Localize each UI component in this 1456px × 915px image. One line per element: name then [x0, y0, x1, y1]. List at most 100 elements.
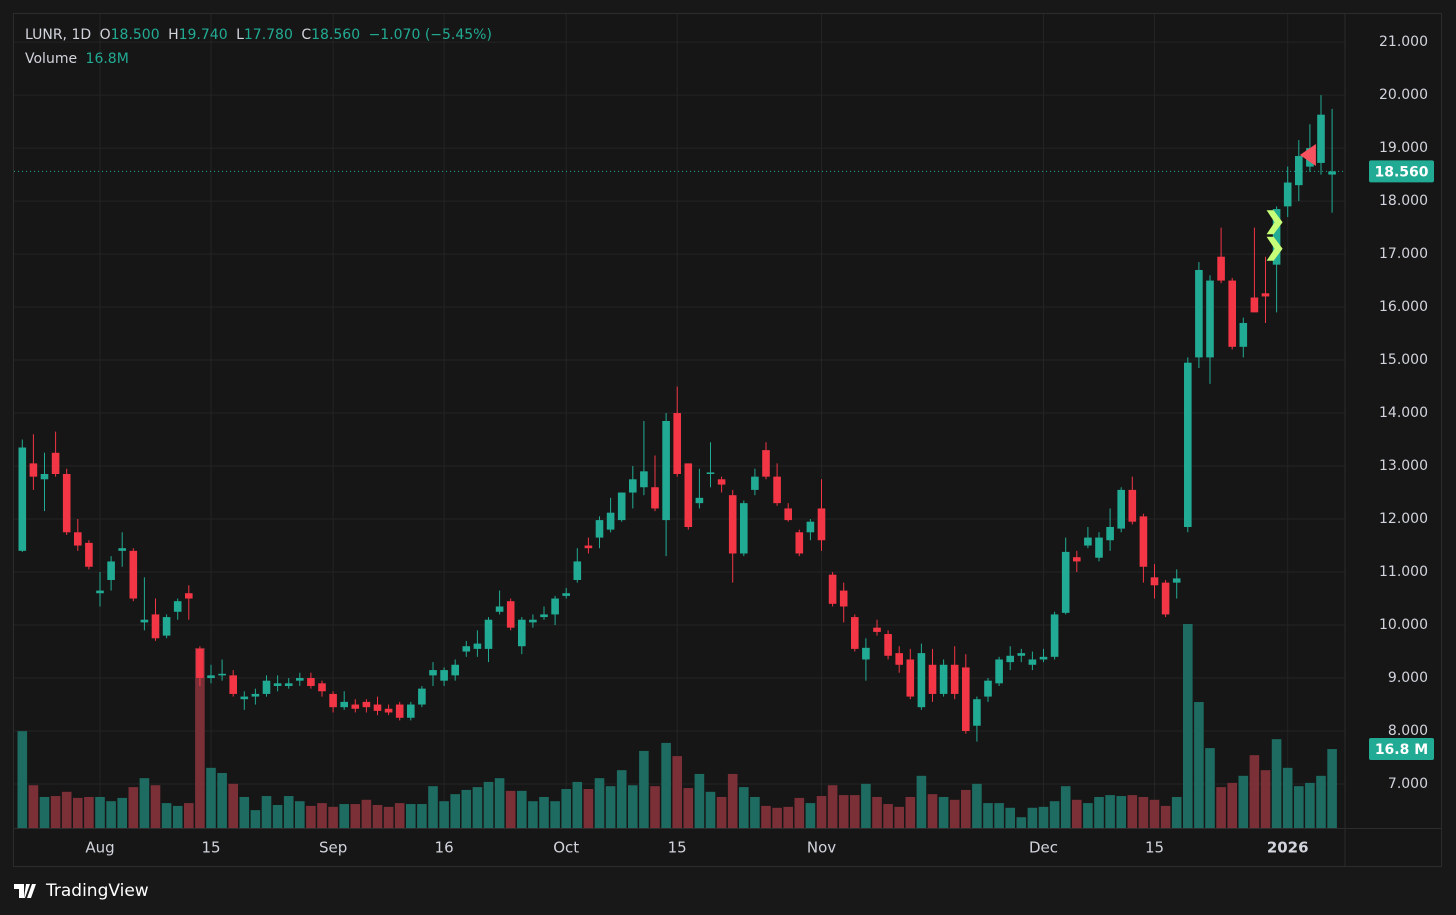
candle-body	[1283, 182, 1292, 207]
volume-bar	[983, 803, 993, 828]
y-tick-label: 13.000	[1379, 458, 1428, 474]
volume-bar	[783, 806, 793, 828]
volume-bar	[95, 796, 105, 828]
volume-bar	[1183, 624, 1193, 828]
volume-bar	[217, 773, 227, 828]
volume-bar	[383, 806, 394, 828]
candle-body	[1039, 656, 1048, 660]
candle-body	[1017, 653, 1026, 656]
volume-bar	[1027, 807, 1038, 828]
volume-bar	[1260, 770, 1271, 828]
signal-markers	[1266, 143, 1316, 261]
x-tick-label: 16	[435, 839, 454, 857]
volume-bar	[361, 799, 372, 828]
volume-bar	[905, 796, 916, 828]
signal-marker	[1299, 143, 1316, 166]
volume-bar	[994, 803, 1004, 828]
volume-bar	[1238, 775, 1249, 828]
volume-bar	[39, 796, 50, 828]
volume-bar	[750, 796, 760, 828]
volume-bar	[739, 787, 749, 828]
volume-bar	[84, 796, 94, 828]
volume-bar	[716, 796, 727, 828]
x-tick-label: Aug	[85, 839, 114, 857]
volume-bar	[1038, 806, 1049, 828]
x-tick-label: 15	[201, 839, 220, 857]
symbol: LUNR, 1D	[25, 27, 91, 43]
candle-body	[462, 646, 471, 652]
candle-body	[529, 619, 537, 623]
volume-bar	[1049, 801, 1060, 828]
volume-bar	[805, 803, 816, 828]
candle-body	[451, 664, 459, 676]
candle-body	[1272, 209, 1281, 265]
volume-bar	[1327, 749, 1337, 828]
candle-body	[662, 421, 670, 521]
candle-body	[651, 487, 659, 509]
volume-bar	[206, 767, 216, 828]
volume-bar	[1227, 782, 1237, 828]
volume-bar	[17, 731, 28, 828]
volume-bar	[561, 788, 571, 828]
volume-bar	[106, 801, 116, 828]
candle-body	[695, 497, 704, 504]
candle-body	[196, 648, 204, 679]
candle-body	[129, 550, 138, 599]
volume-bar	[250, 810, 261, 828]
volume-bar	[694, 773, 705, 828]
volume-bar	[61, 791, 72, 828]
candle-body	[1295, 156, 1303, 186]
volume-bar	[1205, 748, 1215, 828]
candle-body	[917, 653, 926, 708]
signal-marker	[1266, 236, 1283, 261]
brand-name: TradingView	[45, 881, 149, 901]
candle-body	[229, 675, 237, 694]
volume-bar	[661, 742, 671, 828]
candle-body	[950, 664, 959, 694]
candle-body	[407, 704, 415, 718]
candle-body	[340, 701, 348, 708]
candle-body	[162, 617, 171, 636]
volume-bar	[539, 796, 549, 828]
candle-body	[373, 704, 382, 711]
candle-body	[318, 683, 326, 692]
candle-body	[1239, 322, 1248, 347]
volume-bar	[761, 805, 771, 828]
volume-bar	[239, 796, 250, 828]
legend-value: 18.500	[111, 27, 160, 43]
volume-bar	[394, 803, 405, 828]
candle-body	[107, 561, 115, 580]
candle-body	[29, 463, 38, 477]
volume-bar	[972, 783, 982, 828]
candles	[18, 95, 1336, 742]
volume-bar	[450, 794, 460, 828]
y-tick-label: 21.000	[1379, 34, 1428, 50]
candle-body	[640, 471, 648, 488]
volume-bar	[184, 803, 194, 828]
candle-body	[706, 472, 715, 474]
volume-bar	[1083, 803, 1093, 828]
candle-body	[1061, 551, 1070, 613]
candle-body	[873, 627, 881, 632]
volume-bar	[461, 789, 472, 828]
candle-body	[728, 495, 737, 554]
candle-body	[495, 606, 504, 612]
volume-bar	[1171, 796, 1182, 828]
last-volume-label: 16.8 M	[1375, 742, 1428, 758]
volume-bar	[428, 786, 438, 828]
candle-body	[984, 680, 992, 697]
candle-body	[518, 619, 526, 647]
volume-bar	[572, 781, 583, 828]
candle-body	[1195, 269, 1203, 358]
volume-bar	[672, 756, 682, 828]
candle-body	[262, 680, 271, 694]
volume-bar	[306, 805, 316, 828]
y-tick-label: 14.000	[1379, 405, 1428, 421]
candle-body	[806, 521, 815, 533]
chart-frame	[13, 13, 1442, 867]
volume-bar	[705, 791, 716, 828]
volume-bar	[128, 787, 139, 828]
y-tick-label: 16.000	[1379, 299, 1428, 315]
volume-bar	[1116, 796, 1126, 828]
